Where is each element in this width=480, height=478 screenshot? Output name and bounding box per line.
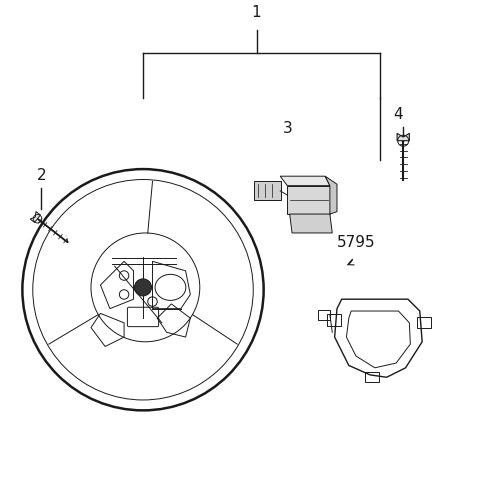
Polygon shape (289, 214, 332, 233)
Polygon shape (30, 212, 40, 222)
Polygon shape (325, 176, 337, 214)
Text: 1: 1 (252, 5, 262, 20)
Polygon shape (280, 176, 330, 185)
Circle shape (134, 279, 152, 296)
Polygon shape (397, 133, 409, 141)
Text: 2: 2 (36, 168, 46, 183)
Text: 3: 3 (282, 121, 292, 136)
FancyBboxPatch shape (254, 181, 281, 200)
Text: 4: 4 (394, 107, 403, 122)
Text: 5795: 5795 (336, 235, 375, 250)
Polygon shape (288, 185, 330, 214)
